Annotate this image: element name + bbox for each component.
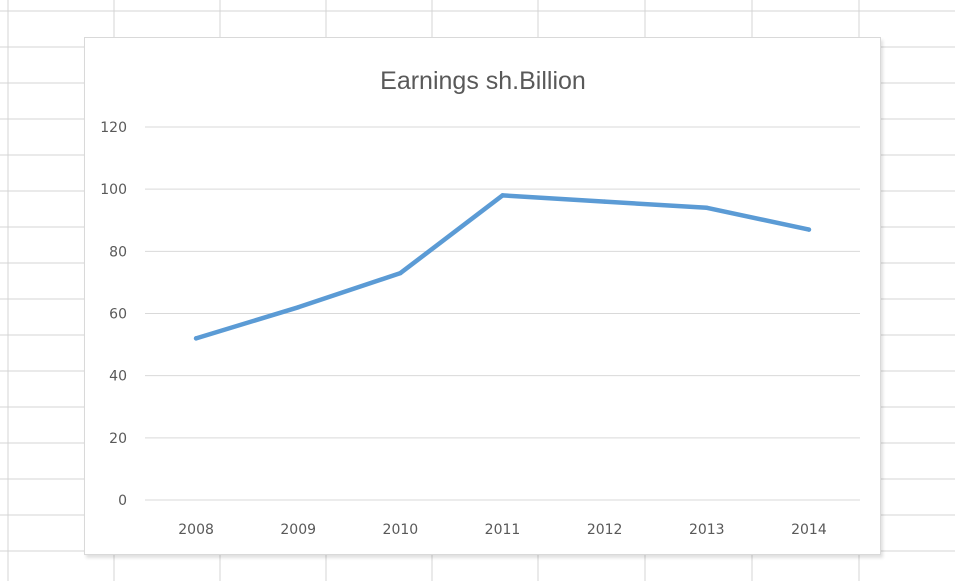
data-point [602, 199, 607, 204]
x-tick-label: 2008 [178, 522, 214, 538]
x-axis: 2008 2009 2010 2011 2012 2013 2014 [178, 522, 827, 538]
y-tick-label: 0 [118, 493, 127, 509]
gridlines [145, 126, 860, 501]
data-point [500, 193, 505, 198]
x-tick-label: 2012 [587, 522, 623, 538]
data-point [806, 227, 812, 232]
y-tick-label: 100 [100, 182, 127, 198]
y-tick-label: 80 [109, 244, 127, 260]
series-line [193, 193, 812, 341]
series [193, 193, 812, 341]
chart-title: Earnings sh.Billion [380, 67, 586, 95]
y-tick-label: 20 [109, 431, 127, 447]
line-chart: Earnings sh.Billion 0 20 40 60 80 100 120 2008… [100, 67, 860, 538]
data-point [193, 336, 199, 341]
data-point [704, 205, 709, 211]
chart-container[interactable]: Earnings sh.Billion 0 20 40 60 80 100 120 2008… [84, 37, 881, 555]
y-tick-label: 120 [100, 120, 127, 136]
y-axis: 0 20 40 60 80 100 120 [100, 120, 127, 509]
x-tick-label: 2011 [485, 522, 521, 538]
x-tick-label: 2010 [383, 522, 419, 538]
y-tick-label: 60 [109, 307, 127, 323]
x-tick-label: 2013 [689, 522, 725, 538]
x-tick-label: 2014 [791, 522, 827, 538]
x-tick-label: 2009 [280, 522, 316, 538]
y-tick-label: 40 [109, 369, 127, 385]
data-point [398, 270, 403, 276]
data-point [296, 305, 301, 310]
